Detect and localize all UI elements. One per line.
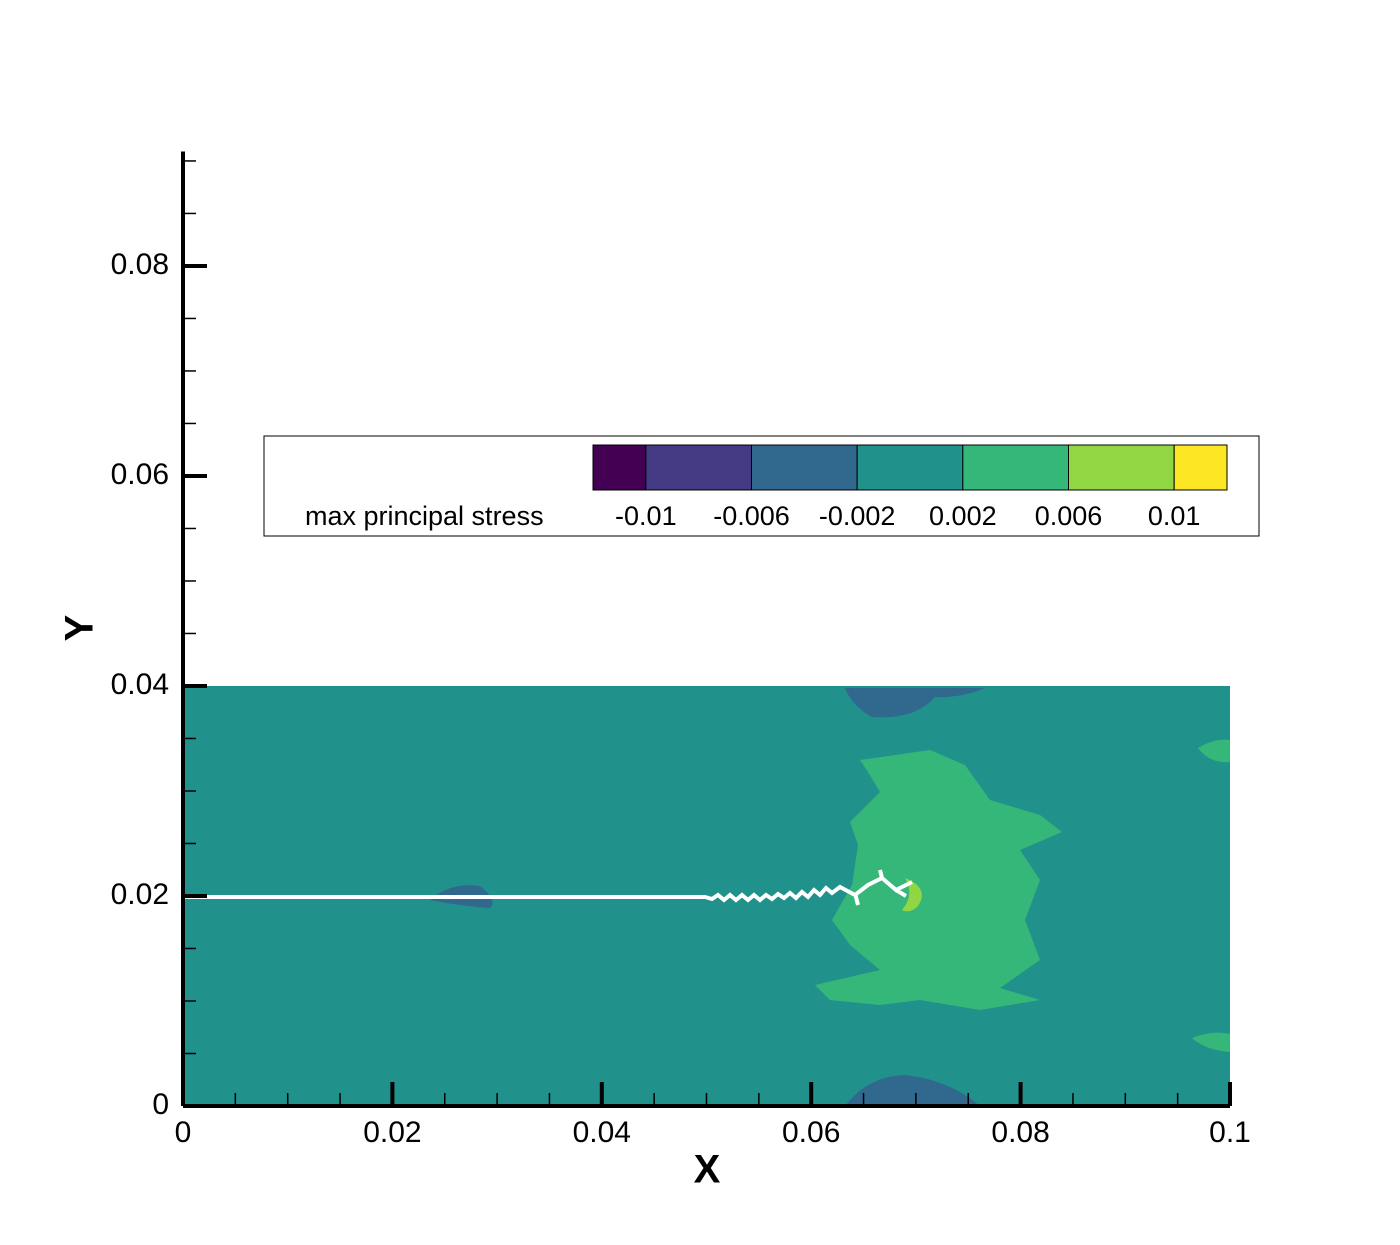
colorbar-tick-label: -0.002: [819, 501, 896, 531]
colorbar-swatch: [1173, 444, 1228, 491]
colorbar-swatch: [592, 444, 647, 491]
axes: 0 0.02 0.04 0.06 0.08 0 0.02 0.04 0.06 0.08 0.1: [111, 151, 1251, 1149]
contour-region: [815, 750, 1062, 1010]
y-axis-title: Y: [58, 614, 102, 641]
colorbar-tick-label: -0.006: [713, 501, 790, 531]
x-axis-title: X: [694, 1148, 721, 1192]
x-tick-label: 0.1: [1209, 1116, 1251, 1149]
colorbar-tick-label: 0.006: [1035, 501, 1103, 531]
contour-region: [902, 878, 922, 912]
x-tick-label: 0.02: [363, 1116, 421, 1149]
contour-region: [1198, 739, 1230, 763]
colorbar: -0.01 -0.006 -0.002 0.002 0.006 0.01: [592, 444, 1228, 531]
x-tick-label: 0.04: [573, 1116, 631, 1149]
y-tick-label: 0.02: [111, 878, 169, 911]
colorbar-swatch: [856, 444, 964, 491]
colorbar-swatch: [751, 444, 858, 491]
x-tick-label: 0.06: [782, 1116, 840, 1149]
colorbar-swatch: [1068, 444, 1175, 491]
colorbar-tick-label: -0.01: [615, 501, 677, 531]
colorbar-tick-label: 0.01: [1148, 501, 1201, 531]
colorbar-swatch: [645, 444, 752, 491]
contour-region: [845, 1075, 980, 1106]
colorbar-label: max principal stress: [305, 501, 544, 531]
y-tick-label: 0.08: [111, 248, 169, 281]
colorbar-tick-label: 0.002: [929, 501, 997, 531]
x-tick-label: 0.08: [991, 1116, 1049, 1149]
colorbar-swatch: [962, 444, 1069, 491]
y-tick-label: 0.06: [111, 458, 169, 491]
x-tick-label: 0: [175, 1116, 192, 1149]
contour-region: [1192, 1032, 1230, 1052]
contour-region: [845, 688, 985, 718]
crack: [183, 869, 913, 906]
y-tick-label: 0: [152, 1088, 169, 1121]
y-tick-label: 0.04: [111, 668, 169, 701]
